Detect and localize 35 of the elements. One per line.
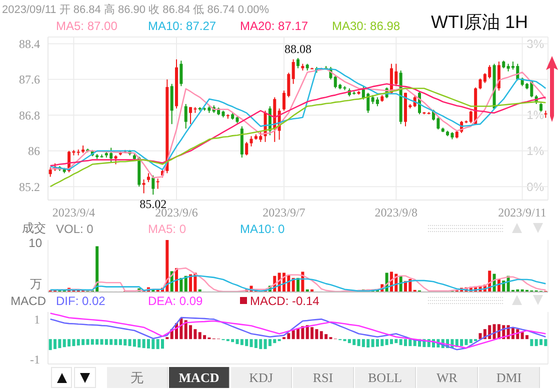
series-label: VOL: 0 [56,222,94,236]
category-label: KDJ [231,367,292,388]
text: MA5: 87.00 [56,18,118,32]
category-label: WR [417,367,478,388]
y-tick-label: 85.2 [19,180,40,194]
series-label: DIF: 0.02 [56,294,106,308]
text: MA10: 87.27 [148,18,218,32]
text: MA30: 86.98 [332,18,402,32]
y-tick-label: 87.6 [19,72,40,87]
text: MA5: 0 [148,222,188,236]
y-tick-label: -1 [30,352,40,366]
y-axis-title: MACD [10,294,47,308]
text: 2023/09/11 开 86.84 高 86.90 收 86.84 低 86.74 0.00% [2,2,270,16]
text: 万 [30,276,42,293]
chart-title: WTI原油 1H [431,11,528,34]
y-tick-label: 1 [34,312,40,326]
category-label: BOLL [355,367,416,388]
x-tick-label: 2023/9/8 [374,206,418,220]
y-axis-title: 成交 [21,220,47,237]
category-label: RSI [293,367,354,388]
legend-label: MACD: -0.14 [249,294,320,308]
y-tick-label: 88.4 [19,36,40,51]
x-tick-label: 2023/9/11 [498,206,546,220]
x-tick-label: 2023/9/7 [262,206,306,220]
y-tick-label: 86.8 [19,108,40,122]
x-tick-label: 2023/9/4 [52,206,96,220]
category-label: MACD [169,367,230,388]
category-label: 无 [107,367,168,388]
y-tick-label: 86 [28,144,40,158]
series-label: DEA: 0.09 [148,294,204,308]
category-label: DMI [479,367,540,388]
text: MA10: 0 [240,222,286,236]
text: MA20: 87.17 [240,18,310,32]
annotation: 88.08 [284,42,312,56]
text: 10 [28,236,42,250]
